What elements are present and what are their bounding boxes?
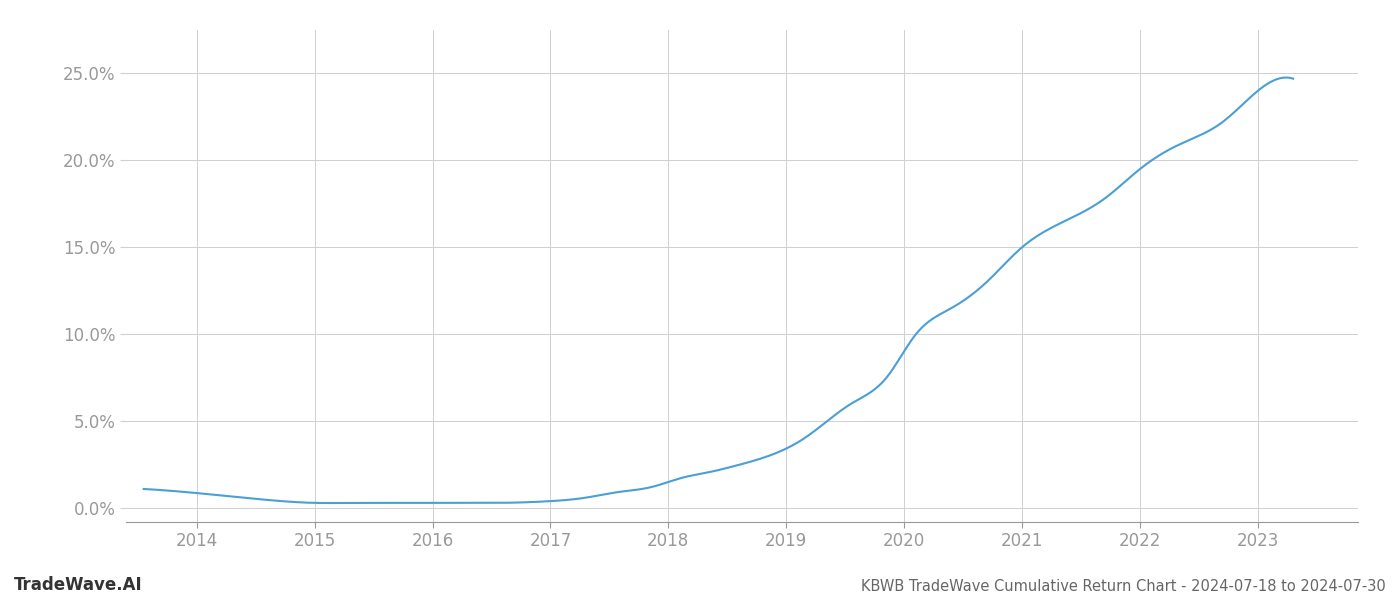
Text: KBWB TradeWave Cumulative Return Chart - 2024-07-18 to 2024-07-30: KBWB TradeWave Cumulative Return Chart -… (861, 579, 1386, 594)
Text: TradeWave.AI: TradeWave.AI (14, 576, 143, 594)
